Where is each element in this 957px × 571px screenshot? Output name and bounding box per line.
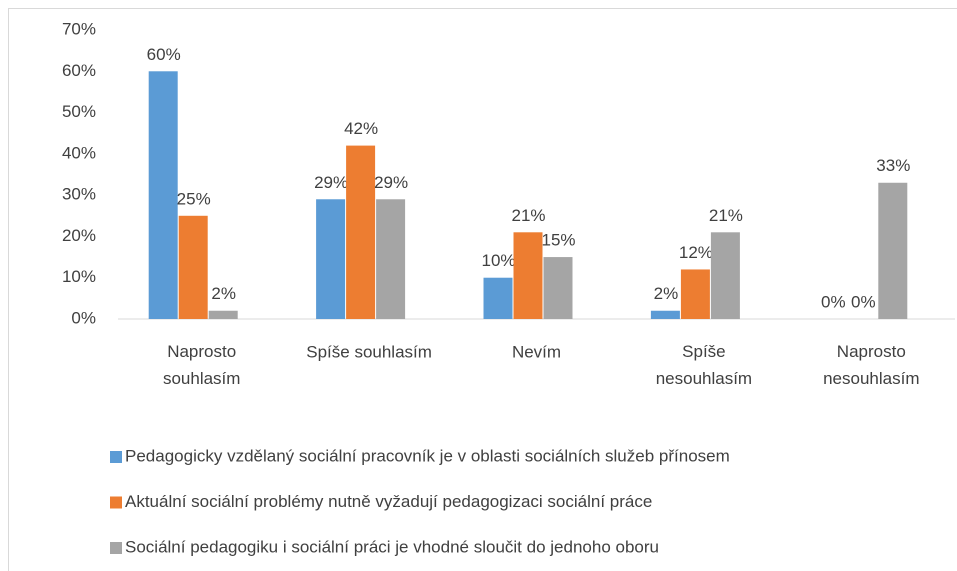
bar bbox=[878, 182, 908, 319]
data-label: 0% bbox=[821, 292, 846, 311]
bar bbox=[680, 269, 710, 319]
bar bbox=[483, 277, 513, 319]
x-tick-label: Nevím bbox=[512, 342, 561, 361]
x-tick-label: Spíše souhlasím bbox=[306, 342, 432, 361]
data-label: 29% bbox=[314, 173, 348, 192]
x-tick-label: Spíše nesouhlasím bbox=[656, 342, 752, 388]
x-tick-label: Naprosto souhlasím bbox=[163, 342, 240, 388]
data-label: 10% bbox=[481, 251, 515, 270]
y-tick-label: 10% bbox=[62, 267, 96, 286]
bar bbox=[710, 232, 740, 319]
bar bbox=[513, 232, 543, 319]
legend-label: Pedagogicky vzdělaný sociální pracovník … bbox=[125, 446, 730, 465]
chart-border bbox=[8, 8, 957, 571]
legend-label: Aktuální sociální problémy nutně vyžaduj… bbox=[125, 492, 652, 511]
data-label: 15% bbox=[541, 231, 575, 250]
data-label: 33% bbox=[876, 156, 910, 175]
data-label: 2% bbox=[654, 284, 679, 303]
bar bbox=[208, 310, 238, 319]
bar bbox=[543, 257, 573, 319]
data-label: 42% bbox=[344, 119, 378, 138]
y-tick-label: 20% bbox=[62, 226, 96, 245]
data-label: 25% bbox=[177, 189, 211, 208]
legend-swatch bbox=[110, 542, 122, 554]
y-tick-label: 0% bbox=[71, 308, 96, 327]
bar bbox=[316, 199, 346, 319]
bar bbox=[650, 310, 680, 319]
legend-swatch bbox=[110, 496, 122, 509]
bar bbox=[148, 71, 178, 320]
data-label: 12% bbox=[679, 243, 713, 262]
data-label: 29% bbox=[374, 173, 408, 192]
y-tick-label: 60% bbox=[62, 61, 96, 80]
y-tick-label: 30% bbox=[62, 185, 96, 204]
bar bbox=[346, 145, 376, 319]
data-label: 0% bbox=[851, 292, 876, 311]
y-tick-label: 70% bbox=[62, 19, 96, 38]
data-label: 60% bbox=[147, 45, 181, 64]
data-label: 2% bbox=[211, 284, 236, 303]
legend-label: Sociální pedagogiku i sociální práci je … bbox=[125, 537, 659, 556]
y-tick-label: 50% bbox=[62, 102, 96, 121]
y-tick-label: 40% bbox=[62, 143, 96, 162]
x-tick-label: Naprosto nesouhlasím bbox=[823, 342, 919, 388]
data-label: 21% bbox=[511, 206, 545, 225]
legend-swatch bbox=[110, 451, 122, 463]
bar bbox=[376, 199, 406, 319]
bar bbox=[178, 215, 208, 319]
data-label: 21% bbox=[709, 206, 743, 225]
